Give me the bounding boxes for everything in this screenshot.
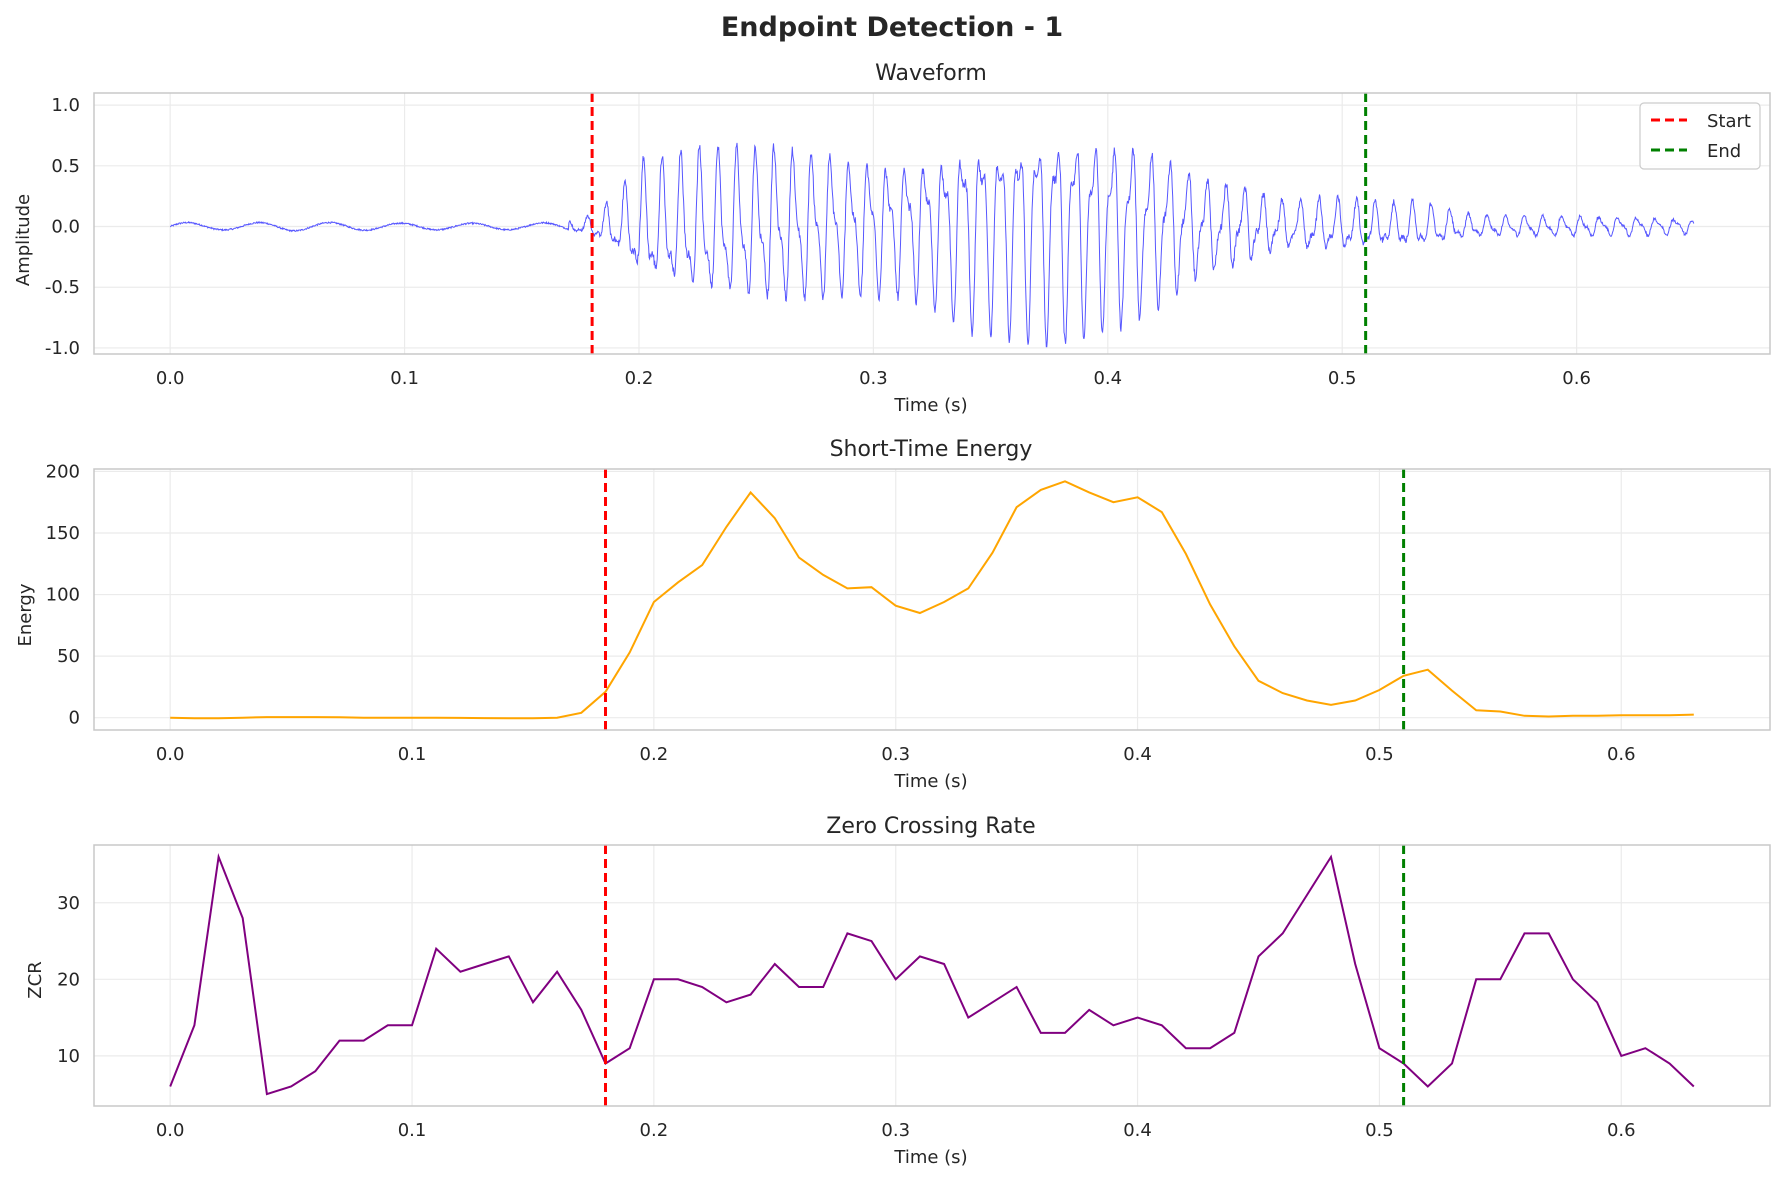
- zcr-x-tick-label: 0.4: [1123, 1120, 1152, 1141]
- waveform-x-tick-label: 0.1: [390, 368, 419, 389]
- energy-y-tick-label: 150: [46, 523, 80, 544]
- waveform-y-tick-label: 0.0: [51, 217, 80, 238]
- waveform-x-tick-label: 0.5: [1328, 368, 1357, 389]
- zcr-y-tick-label: 20: [57, 969, 80, 990]
- energy-endpoint-markers: [604, 469, 1406, 730]
- zcr-x-label: Time (s): [893, 1147, 967, 1168]
- legend-end-label: End: [1707, 141, 1741, 162]
- waveform-y-ticks: -1.0 -0.5 0.0 0.5 1.0: [45, 95, 80, 359]
- waveform-panel: Waveform 0.0 0.1 0.2 0.3 0.4 0.5 0.6 -1.0 -0.5 0…: [13, 61, 1771, 416]
- waveform-y-label: Amplitude: [13, 194, 34, 286]
- waveform-plot-area: [169, 142, 1695, 348]
- energy-y-tick-label: 200: [46, 461, 80, 482]
- energy-x-tick-label: 0.1: [398, 744, 427, 765]
- waveform-grid: [94, 93, 1770, 354]
- energy-y-tick-label: 100: [46, 585, 80, 606]
- energy-x-tick-label: 0.0: [156, 744, 185, 765]
- legend: Start End: [1639, 102, 1761, 170]
- zcr-line: [169, 853, 1695, 1096]
- zcr-panel: Zero Crossing Rate 0.0 0.1 0.2 0.3 0.4 0.5 0.6…: [25, 814, 1771, 1168]
- waveform-y-tick-label: -0.5: [45, 277, 80, 298]
- zcr-x-tick-label: 0.3: [881, 1120, 910, 1141]
- waveform-x-tick-label: 0.4: [1093, 368, 1122, 389]
- energy-axes-frame: [93, 468, 1771, 731]
- zcr-title: Zero Crossing Rate: [826, 814, 1035, 839]
- energy-title: Short-Time Energy: [830, 437, 1033, 462]
- energy-y-tick-label: 50: [57, 646, 80, 667]
- waveform-x-tick-label: 0.3: [859, 368, 888, 389]
- zcr-x-tick-label: 0.6: [1607, 1120, 1636, 1141]
- zcr-endpoint-markers: [604, 845, 1406, 1106]
- energy-x-tick-label: 0.5: [1365, 744, 1394, 765]
- waveform-endpoint-markers: [590, 93, 1368, 354]
- zcr-x-ticks: 0.0 0.1 0.2 0.3 0.4 0.5 0.6: [156, 1120, 1636, 1141]
- energy-x-tick-label: 0.4: [1123, 744, 1152, 765]
- zcr-y-label: ZCR: [25, 961, 46, 998]
- energy-x-ticks: 0.0 0.1 0.2 0.3 0.4 0.5 0.6: [156, 744, 1636, 765]
- energy-y-ticks: 0 50 100 150 200: [46, 461, 80, 728]
- energy-y-tick-label: 0: [69, 708, 80, 729]
- energy-x-label: Time (s): [893, 771, 967, 792]
- zcr-axes-frame: [93, 844, 1771, 1107]
- zcr-x-tick-label: 0.1: [398, 1120, 427, 1141]
- zcr-y-tick-label: 10: [57, 1046, 80, 1067]
- waveform-x-tick-label: 0.6: [1562, 368, 1591, 389]
- waveform-x-tick-label: 0.0: [156, 368, 185, 389]
- zcr-y-ticks: 10 20 30: [57, 893, 80, 1067]
- energy-grid: [94, 469, 1770, 730]
- energy-x-tick-label: 0.3: [881, 744, 910, 765]
- waveform-axes-frame: [93, 92, 1771, 355]
- energy-plot-area: [170, 480, 1694, 720]
- energy-x-tick-label: 0.6: [1607, 744, 1636, 765]
- zcr-x-tick-label: 0.2: [640, 1120, 669, 1141]
- waveform-x-tick-label: 0.2: [625, 368, 654, 389]
- waveform-y-tick-label: 0.5: [51, 156, 80, 177]
- waveform-y-tick-label: -1.0: [45, 338, 80, 359]
- waveform-line: [169, 142, 1695, 348]
- zcr-y-tick-label: 30: [57, 893, 80, 914]
- legend-start-label: Start: [1707, 111, 1751, 132]
- zcr-x-tick-label: 0.0: [156, 1120, 185, 1141]
- waveform-y-tick-label: 1.0: [51, 95, 80, 116]
- zcr-x-tick-label: 0.5: [1365, 1120, 1394, 1141]
- waveform-x-label: Time (s): [893, 395, 967, 416]
- waveform-x-ticks: 0.0 0.1 0.2 0.3 0.4 0.5 0.6: [156, 368, 1591, 389]
- figure-title: Endpoint Detection - 1: [721, 12, 1063, 43]
- zcr-grid: [94, 845, 1770, 1106]
- energy-line: [170, 480, 1694, 720]
- waveform-title: Waveform: [875, 61, 987, 86]
- energy-y-label: Energy: [15, 583, 36, 646]
- energy-x-tick-label: 0.2: [640, 744, 669, 765]
- zcr-plot-area: [169, 853, 1695, 1096]
- energy-panel: Short-Time Energy 0.0 0.1 0.2 0.3 0.4 0.5 0.6 …: [15, 437, 1771, 792]
